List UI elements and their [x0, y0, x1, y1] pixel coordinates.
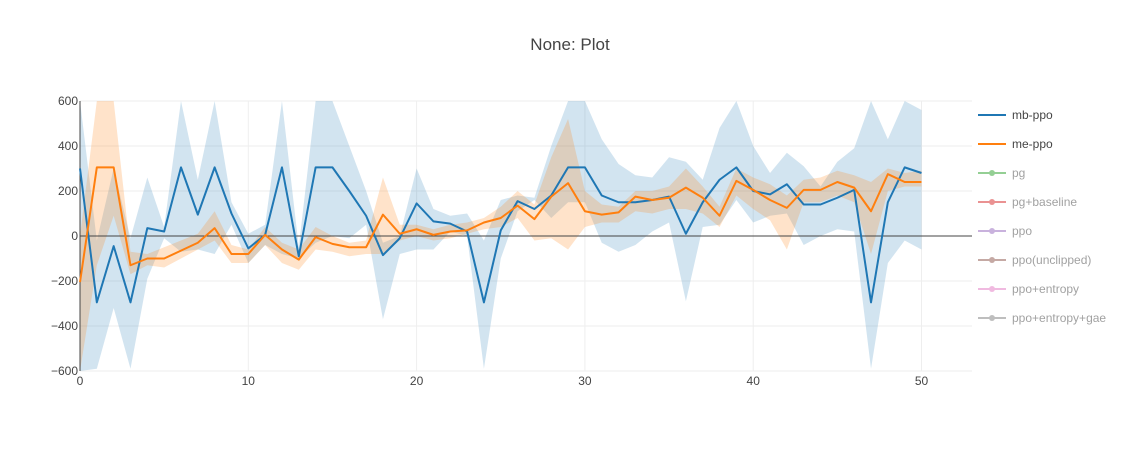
legend-label: ppo+entropy+gae	[1012, 311, 1106, 325]
y-tick-label: −400	[51, 319, 78, 333]
x-tick-label: 0	[77, 374, 84, 388]
x-tick-label: 30	[578, 374, 592, 388]
legend-item-mb-ppo[interactable]: mb-ppo	[978, 108, 1053, 122]
legend-label: ppo(unclipped)	[1012, 253, 1091, 267]
series-line-me-ppo	[79, 166, 922, 283]
legend-item-ppo(unclipped)[interactable]: ppo(unclipped)	[978, 253, 1091, 267]
x-tick-label: 10	[242, 374, 256, 388]
x-tick-label: 40	[747, 374, 761, 388]
legend-item-ppo[interactable]: ppo	[978, 224, 1032, 238]
legend-marker	[989, 170, 995, 176]
legend-marker	[989, 228, 995, 234]
x-tick-label: 20	[410, 374, 424, 388]
series-line-mb-ppo	[79, 166, 922, 304]
legend-item-me-ppo[interactable]: me-ppo	[978, 137, 1053, 151]
legend[interactable]: mb-ppo me-ppo pg pg+baseline ppo ppo(unclippe…	[978, 108, 1106, 325]
legend-marker	[989, 286, 995, 292]
legend-item-pg[interactable]: pg	[978, 166, 1025, 180]
chart-title: None: Plot	[530, 35, 610, 54]
legend-label: me-ppo	[1012, 137, 1053, 151]
legend-label: ppo	[1012, 224, 1032, 238]
legend-item-ppo+entropy+gae[interactable]: ppo+entropy+gae	[978, 311, 1106, 325]
x-tick-label: 50	[915, 374, 929, 388]
series-lines	[79, 166, 922, 304]
legend-marker	[989, 315, 995, 321]
axes	[79, 101, 972, 371]
legend-item-pg+baseline[interactable]: pg+baseline	[978, 195, 1077, 209]
legend-label: pg+baseline	[1012, 195, 1077, 209]
y-tick-label: 600	[58, 94, 78, 108]
y-tick-label: −600	[51, 364, 78, 378]
y-tick-label: 0	[71, 229, 78, 243]
legend-label: mb-ppo	[1012, 108, 1053, 122]
y-tick-label: 400	[58, 139, 78, 153]
legend-label: pg	[1012, 166, 1025, 180]
legend-item-ppo+entropy[interactable]: ppo+entropy	[978, 282, 1079, 296]
tick-labels: 0 10 20 30 40 50 −600 −400 −200 0 200 400 600	[51, 94, 929, 388]
legend-marker	[989, 199, 995, 205]
y-tick-label: 200	[58, 184, 78, 198]
legend-label: ppo+entropy	[1012, 282, 1079, 296]
legend-marker	[989, 257, 995, 263]
y-tick-label: −200	[51, 274, 78, 288]
